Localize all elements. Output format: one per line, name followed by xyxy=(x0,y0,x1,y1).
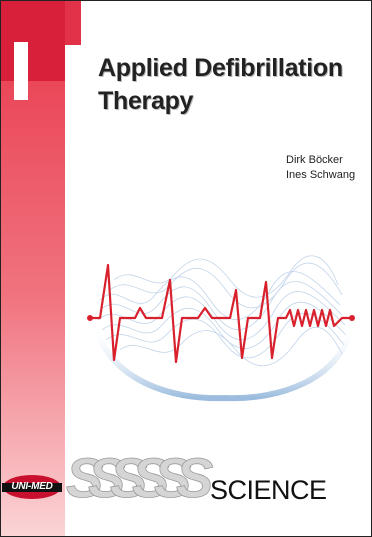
series-letter-4: S xyxy=(132,446,169,509)
ecg-illustration xyxy=(80,250,370,410)
ecg-start-dot xyxy=(87,315,93,321)
title-line-1: Applied Defibrillation xyxy=(98,54,343,82)
left-red-band xyxy=(1,1,65,536)
red-tab xyxy=(65,1,81,45)
unimed-logo-shape xyxy=(2,475,62,499)
book-title: Applied Defibrillation Therapy xyxy=(98,52,368,118)
author-2: Ines Schwang xyxy=(286,169,356,181)
ecg-trace xyxy=(90,263,352,364)
series-letter-5: S xyxy=(154,446,191,509)
white-notch xyxy=(14,42,28,100)
title-line-2: Therapy xyxy=(98,87,194,115)
publisher-logo: UNI-MED xyxy=(11,481,53,492)
ecg-graphic xyxy=(87,255,355,402)
series-letter-3: S xyxy=(110,446,147,509)
ecg-end-dot xyxy=(349,315,355,321)
series-logo: S S S S S S xyxy=(0,445,372,515)
background-waves xyxy=(97,255,347,367)
smile-arc xyxy=(92,324,355,402)
authors: Dirk Böcker Ines Schwang xyxy=(286,153,355,183)
series-letter-1: S xyxy=(66,446,103,509)
series-letter-6: S xyxy=(176,446,213,509)
series-letter-2: S xyxy=(88,446,125,509)
series-name: SCIENCE xyxy=(210,475,327,505)
author-1: Dirk Böcker xyxy=(286,154,343,166)
left-red-band-top xyxy=(1,1,65,81)
series-letters-graphic: S S S S S S xyxy=(66,446,214,510)
